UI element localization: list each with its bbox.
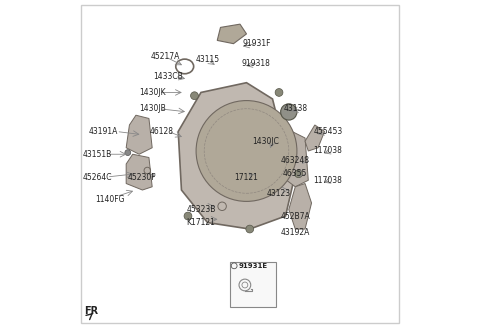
Polygon shape: [282, 132, 308, 187]
Text: 455453: 455453: [313, 127, 342, 136]
Text: 46355: 46355: [283, 169, 308, 178]
Polygon shape: [126, 154, 152, 190]
Text: 117038: 117038: [313, 147, 342, 155]
Text: FR: FR: [84, 306, 98, 316]
Polygon shape: [126, 115, 152, 154]
Circle shape: [295, 170, 302, 178]
Text: 46128: 46128: [150, 127, 174, 136]
Circle shape: [125, 150, 131, 155]
Text: 43192A: 43192A: [281, 228, 310, 237]
Text: K17121: K17121: [187, 218, 216, 227]
Text: 91931E: 91931E: [239, 263, 267, 269]
Text: 45217A: 45217A: [151, 52, 180, 61]
Text: 1430JB: 1430JB: [139, 104, 166, 113]
Text: 117038: 117038: [313, 176, 342, 185]
Text: 919318: 919318: [242, 59, 271, 68]
FancyBboxPatch shape: [230, 261, 276, 307]
Polygon shape: [289, 183, 312, 229]
Text: 45230F: 45230F: [128, 173, 157, 181]
Circle shape: [281, 104, 297, 120]
Text: 91931F: 91931F: [242, 39, 271, 48]
Text: 1430JC: 1430JC: [252, 137, 279, 146]
Circle shape: [275, 89, 283, 96]
Text: 43115: 43115: [195, 55, 219, 64]
Text: 43123: 43123: [267, 189, 291, 198]
Circle shape: [196, 101, 297, 201]
Text: 463248: 463248: [281, 156, 310, 165]
Circle shape: [184, 212, 192, 220]
Text: 43138: 43138: [283, 104, 307, 113]
Polygon shape: [305, 125, 324, 151]
Text: 45264C: 45264C: [82, 173, 112, 181]
Circle shape: [246, 225, 253, 233]
Text: 45323B: 45323B: [186, 205, 216, 214]
Text: 43191A: 43191A: [89, 127, 118, 136]
Polygon shape: [217, 24, 247, 44]
Text: 1433CB: 1433CB: [154, 72, 183, 81]
Text: 43151B: 43151B: [82, 150, 111, 159]
Circle shape: [191, 92, 198, 100]
Text: 1430JK: 1430JK: [139, 88, 166, 97]
Text: 17121: 17121: [235, 173, 258, 181]
Text: 452B7A: 452B7A: [280, 212, 310, 220]
Text: 1140FG: 1140FG: [95, 195, 125, 204]
Polygon shape: [178, 83, 295, 229]
